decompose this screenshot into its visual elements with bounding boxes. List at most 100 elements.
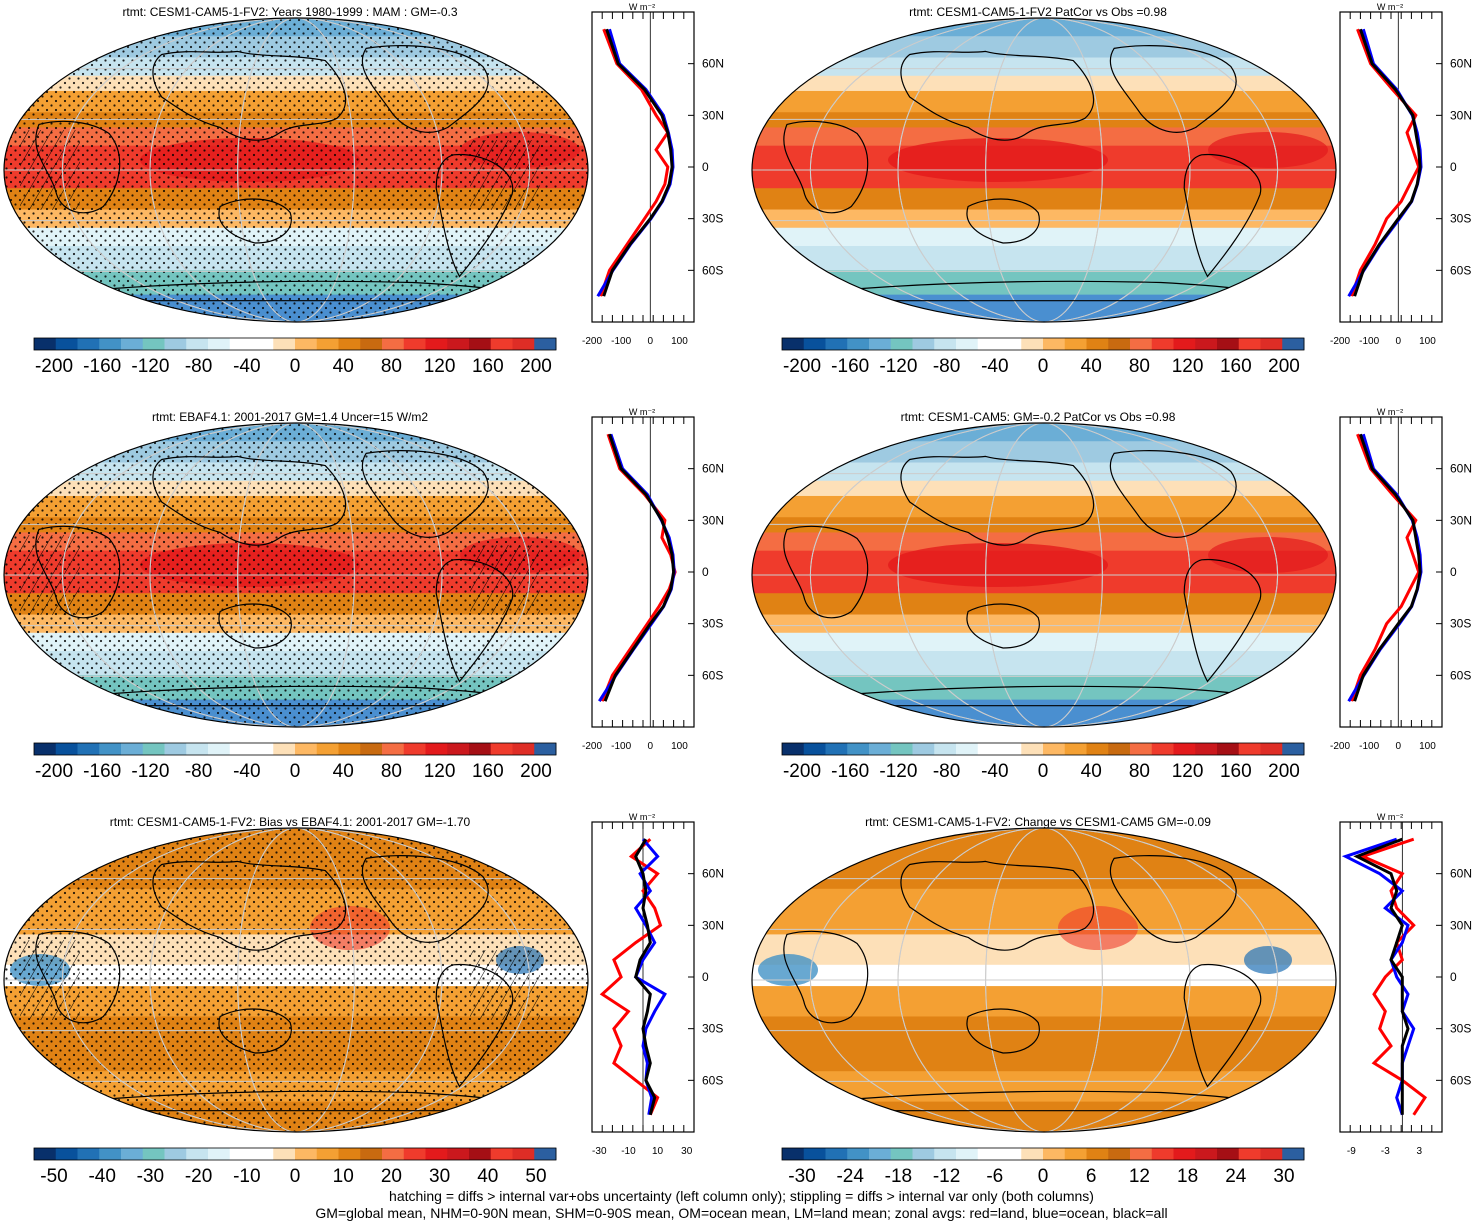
colorbar-cell bbox=[1130, 338, 1153, 350]
colorbar-label: -18 bbox=[885, 1166, 912, 1187]
map-field bbox=[752, 423, 1336, 727]
colorbar-cell bbox=[338, 338, 361, 350]
field-band bbox=[752, 532, 1336, 552]
zonal-lat-label: 60N bbox=[702, 867, 724, 881]
colorbar-label: 0 bbox=[290, 356, 301, 377]
field-band bbox=[752, 90, 1336, 114]
field-band bbox=[752, 423, 1336, 443]
colorbar-label: 18 bbox=[1177, 1166, 1198, 1187]
coastline bbox=[35, 930, 121, 1024]
colorbar-cell bbox=[803, 743, 826, 755]
colorbar-label: 160 bbox=[472, 761, 504, 782]
zonal-x-label: 3 bbox=[1417, 1146, 1423, 1157]
field-band bbox=[752, 964, 1336, 988]
colorbar-label: -200 bbox=[35, 356, 73, 377]
field-band bbox=[752, 632, 1336, 652]
zonal-units: W m⁻² bbox=[629, 407, 655, 417]
colorbar-cell bbox=[99, 338, 122, 350]
zonal-x-label: -10 bbox=[621, 1146, 636, 1157]
coastline bbox=[900, 50, 1095, 141]
colorbar-cell bbox=[977, 338, 1000, 350]
colorbar-cell bbox=[229, 338, 252, 350]
colorbar-label: 40 bbox=[1081, 356, 1102, 377]
map-border bbox=[3, 422, 589, 728]
colorbar-cell bbox=[295, 743, 318, 755]
coastline bbox=[966, 603, 1040, 649]
colorbar-cell bbox=[360, 338, 383, 350]
map-border bbox=[751, 422, 1337, 728]
field-band bbox=[752, 495, 1336, 519]
footer-line-1: hatching = diffs > internal var+obs unce… bbox=[389, 1188, 1094, 1204]
zonal-lat-label: 30S bbox=[1450, 1022, 1471, 1036]
zonal-lat-label: 30N bbox=[702, 108, 724, 122]
colorbar-label: 0 bbox=[1038, 356, 1049, 377]
colorbar-cell bbox=[164, 743, 187, 755]
colorbar-cell bbox=[1195, 1148, 1218, 1160]
colorbar-cell bbox=[142, 743, 165, 755]
zonal-lat-label: 30S bbox=[702, 617, 723, 631]
field-max-band bbox=[1208, 132, 1328, 168]
field-band bbox=[752, 888, 1336, 936]
colorbar-cell bbox=[382, 743, 405, 755]
colorbar-label: -30 bbox=[137, 1166, 164, 1187]
colorbar-cell bbox=[956, 1148, 979, 1160]
map-border bbox=[3, 17, 589, 323]
colorbar-label: -80 bbox=[933, 356, 960, 377]
graticule-lon bbox=[985, 828, 1103, 1132]
zonal-lat-label: 60S bbox=[1450, 668, 1471, 682]
colorbar-cell bbox=[316, 338, 339, 350]
colorbar-cell bbox=[469, 1148, 492, 1160]
coastline bbox=[1109, 450, 1237, 538]
field-band bbox=[752, 270, 1336, 296]
coastline bbox=[152, 50, 347, 141]
colorbar-label: 200 bbox=[520, 761, 552, 782]
colorbar-cell bbox=[382, 338, 405, 350]
zonal-frame bbox=[591, 416, 695, 728]
coastline bbox=[35, 120, 121, 214]
colorbar-cell bbox=[999, 743, 1022, 755]
colorbar-cell bbox=[912, 338, 935, 350]
colorbar-label: 40 bbox=[333, 356, 354, 377]
colorbar-cell bbox=[490, 338, 513, 350]
field-band bbox=[752, 1071, 1336, 1103]
colorbar-label: -12 bbox=[933, 1166, 960, 1187]
colorbar-cell bbox=[142, 1148, 165, 1160]
colorbar-cell bbox=[1086, 743, 1109, 755]
colorbar-cell bbox=[34, 338, 57, 350]
coastline bbox=[1183, 558, 1262, 683]
colorbar-cell bbox=[447, 338, 470, 350]
colorbar-label: 80 bbox=[381, 761, 402, 782]
map-field bbox=[4, 18, 588, 322]
colorbar-cell bbox=[273, 1148, 296, 1160]
colorbar-label: -200 bbox=[783, 761, 821, 782]
zonal-lat-label: 60S bbox=[1450, 1073, 1471, 1087]
colorbar-cell bbox=[512, 1148, 535, 1160]
colorbar-cell bbox=[1130, 1148, 1153, 1160]
field-band bbox=[752, 675, 1336, 701]
colorbar-cell bbox=[847, 743, 870, 755]
colorbar-label: -80 bbox=[185, 761, 212, 782]
coastline bbox=[1183, 153, 1262, 278]
colorbar-cell bbox=[1260, 1148, 1283, 1160]
colorbar-label: 160 bbox=[1220, 761, 1252, 782]
panel-title: rtmt: CESM1-CAM5-1-FV2: Change vs CESM1-… bbox=[865, 815, 1211, 829]
colorbar-cell bbox=[316, 1148, 339, 1160]
colorbar-cell bbox=[977, 1148, 1000, 1160]
zonal-frame bbox=[1339, 416, 1443, 728]
colorbar-cell bbox=[447, 1148, 470, 1160]
zonal-curve-all bbox=[1353, 28, 1422, 297]
zonal-x-label: -30 bbox=[592, 1146, 607, 1157]
colorbar-frame bbox=[781, 337, 1305, 351]
zonal-x-label: 100 bbox=[1419, 741, 1436, 752]
colorbar-cell bbox=[1195, 338, 1218, 350]
colorbar-label: -24 bbox=[836, 1166, 864, 1187]
colorbar-cell bbox=[1151, 743, 1174, 755]
colorbar-cell bbox=[1086, 1148, 1109, 1160]
colorbar-label: 30 bbox=[1273, 1166, 1294, 1187]
field-band bbox=[752, 593, 1336, 616]
colorbar-cell bbox=[186, 338, 209, 350]
field-max-band bbox=[888, 543, 1108, 587]
colorbar-label: 160 bbox=[1220, 356, 1252, 377]
colorbar-label: 40 bbox=[1081, 761, 1102, 782]
field-band bbox=[752, 986, 1336, 1018]
